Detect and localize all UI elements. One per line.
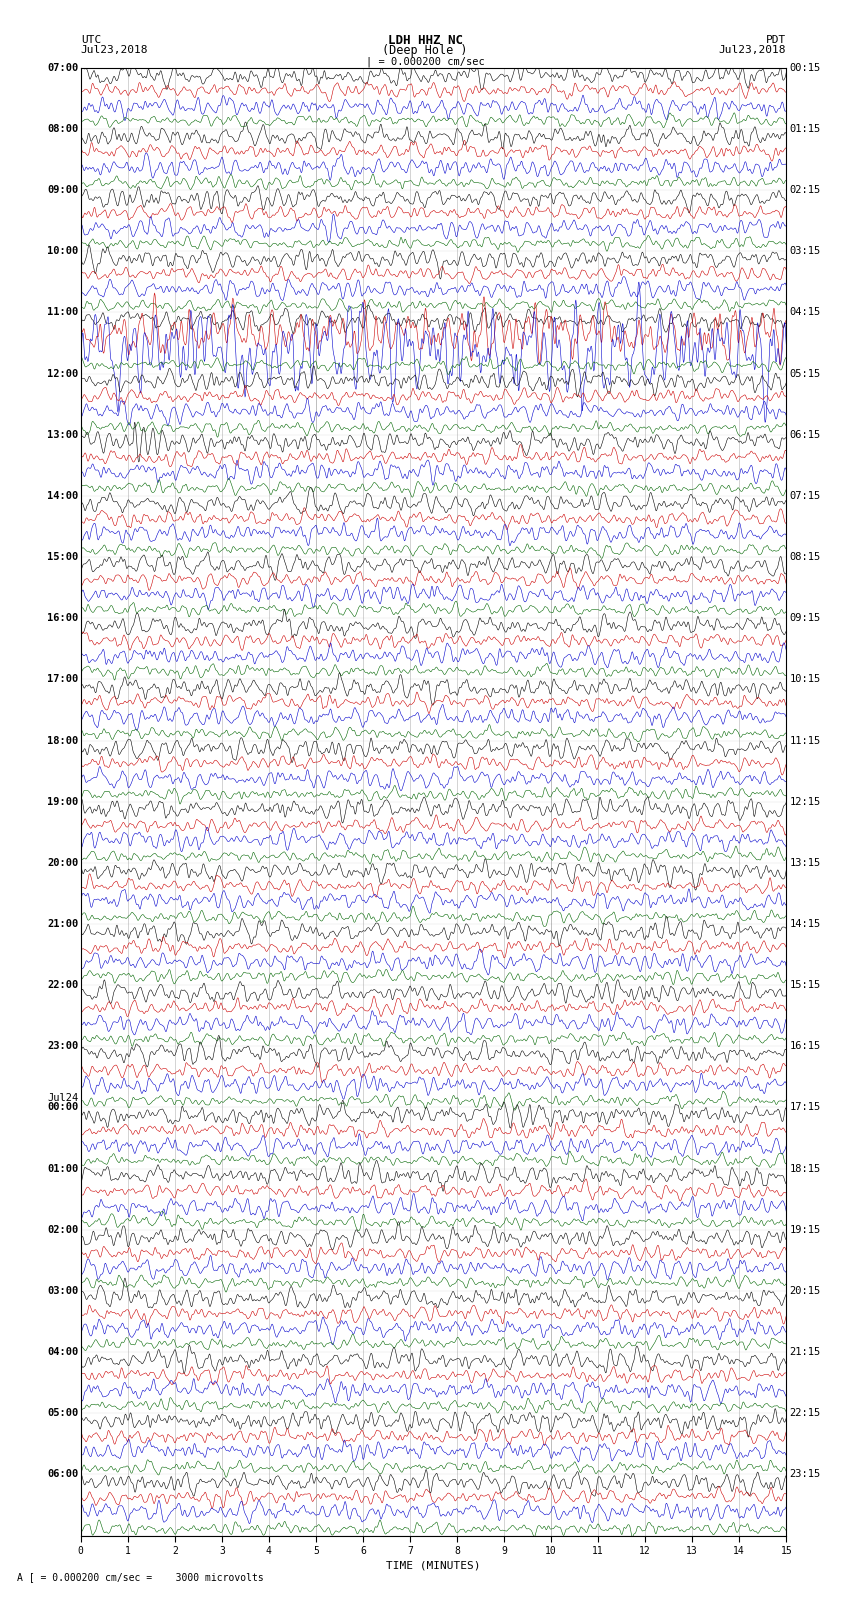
Text: 02:00: 02:00 — [47, 1224, 78, 1236]
Text: 07:15: 07:15 — [790, 490, 821, 502]
Text: 01:15: 01:15 — [790, 124, 821, 134]
Text: 03:00: 03:00 — [47, 1286, 78, 1295]
Text: 23:00: 23:00 — [47, 1042, 78, 1052]
Text: 14:00: 14:00 — [47, 490, 78, 502]
Text: A [ = 0.000200 cm/sec =    3000 microvolts: A [ = 0.000200 cm/sec = 3000 microvolts — [17, 1573, 264, 1582]
Text: 18:15: 18:15 — [790, 1163, 821, 1174]
Text: 18:00: 18:00 — [47, 736, 78, 745]
Text: 20:15: 20:15 — [790, 1286, 821, 1295]
Text: 11:00: 11:00 — [47, 308, 78, 318]
Text: 23:15: 23:15 — [790, 1469, 821, 1479]
Text: 08:15: 08:15 — [790, 552, 821, 561]
Text: 13:00: 13:00 — [47, 429, 78, 440]
Text: 13:15: 13:15 — [790, 858, 821, 868]
Text: 05:15: 05:15 — [790, 368, 821, 379]
X-axis label: TIME (MINUTES): TIME (MINUTES) — [386, 1560, 481, 1569]
Text: 00:15: 00:15 — [790, 63, 821, 73]
Text: 08:00: 08:00 — [47, 124, 78, 134]
Text: 00:00: 00:00 — [47, 1102, 78, 1113]
Text: Jul23,2018: Jul23,2018 — [719, 45, 786, 55]
Text: 22:15: 22:15 — [790, 1408, 821, 1418]
Text: (Deep Hole ): (Deep Hole ) — [382, 44, 468, 56]
Text: 10:15: 10:15 — [790, 674, 821, 684]
Text: 09:15: 09:15 — [790, 613, 821, 623]
Text: 19:15: 19:15 — [790, 1224, 821, 1236]
Text: 12:15: 12:15 — [790, 797, 821, 806]
Text: LDH HHZ NC: LDH HHZ NC — [388, 34, 462, 47]
Text: 15:00: 15:00 — [47, 552, 78, 561]
Text: 12:00: 12:00 — [47, 368, 78, 379]
Text: UTC: UTC — [81, 35, 101, 45]
Text: 04:15: 04:15 — [790, 308, 821, 318]
Text: 21:00: 21:00 — [47, 919, 78, 929]
Text: 06:15: 06:15 — [790, 429, 821, 440]
Text: 17:15: 17:15 — [790, 1102, 821, 1113]
Text: | = 0.000200 cm/sec: | = 0.000200 cm/sec — [366, 56, 484, 66]
Text: 16:00: 16:00 — [47, 613, 78, 623]
Text: Jul23,2018: Jul23,2018 — [81, 45, 148, 55]
Text: 20:00: 20:00 — [47, 858, 78, 868]
Text: 21:15: 21:15 — [790, 1347, 821, 1357]
Text: 14:15: 14:15 — [790, 919, 821, 929]
Text: 03:15: 03:15 — [790, 247, 821, 256]
Text: 01:00: 01:00 — [47, 1163, 78, 1174]
Text: 07:00: 07:00 — [47, 63, 78, 73]
Text: PDT: PDT — [766, 35, 786, 45]
Text: 06:00: 06:00 — [47, 1469, 78, 1479]
Text: 09:00: 09:00 — [47, 185, 78, 195]
Text: 05:00: 05:00 — [47, 1408, 78, 1418]
Text: 02:15: 02:15 — [790, 185, 821, 195]
Text: 19:00: 19:00 — [47, 797, 78, 806]
Text: 22:00: 22:00 — [47, 981, 78, 990]
Text: 16:15: 16:15 — [790, 1042, 821, 1052]
Text: 17:00: 17:00 — [47, 674, 78, 684]
Text: Jul24: Jul24 — [47, 1092, 78, 1103]
Text: 15:15: 15:15 — [790, 981, 821, 990]
Text: 04:00: 04:00 — [47, 1347, 78, 1357]
Text: 11:15: 11:15 — [790, 736, 821, 745]
Text: 10:00: 10:00 — [47, 247, 78, 256]
